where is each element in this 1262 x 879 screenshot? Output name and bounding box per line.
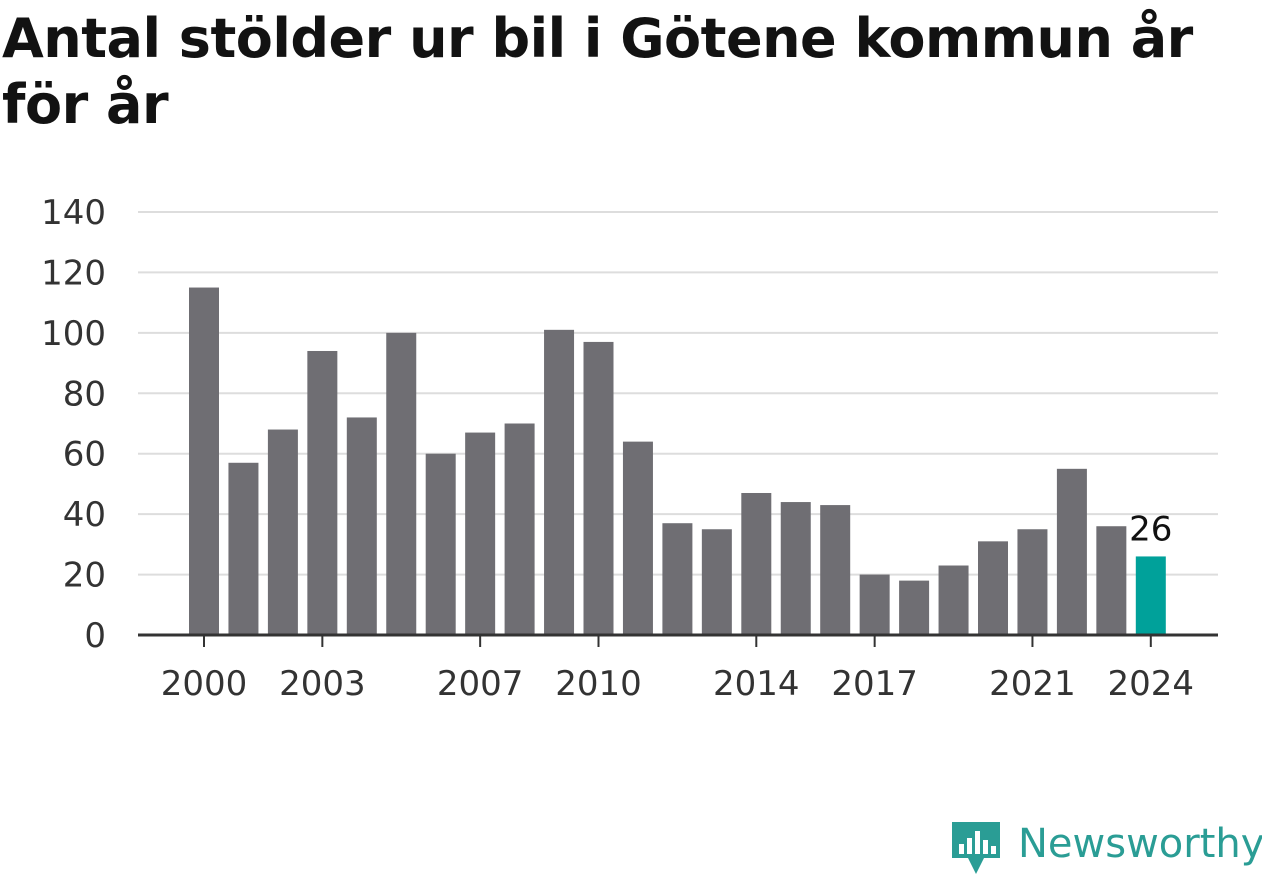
y-tick-label: 20 [63,556,106,596]
bar-2015 [780,502,811,635]
bar-2020 [978,541,1008,635]
annotations: 26 [1129,509,1172,549]
bar-2016 [820,505,851,635]
x-tick-label: 2021 [989,664,1076,704]
x-tick-label: 2007 [437,664,524,704]
bar-2005 [386,332,417,635]
bar-2007 [465,432,496,635]
brand-name: Newsworthy [1018,821,1262,867]
bar-2021 [1017,529,1048,635]
y-tick-label: 0 [84,616,106,656]
newsworthy-logo-icon [952,822,1000,874]
bar-2024 [1135,556,1166,635]
bar-2014 [741,492,772,635]
y-tick-label: 120 [41,253,106,293]
bars [189,287,1166,635]
x-tick-label: 2024 [1108,664,1195,704]
bar-2002 [267,429,298,635]
bar-2013 [701,529,732,635]
bar-2023 [1096,526,1127,635]
y-tick-label: 40 [63,495,106,535]
y-tick-label: 140 [41,193,106,233]
x-tick-label: 2003 [279,664,366,704]
bar-2008 [504,423,535,635]
gridlines [138,211,1218,576]
y-axis-ticks: 0 20 40 60 80 100 120 140 [41,193,106,656]
data-label-2024: 26 [1129,509,1172,549]
bar-2010 [583,341,614,635]
bar-2009 [544,329,575,635]
y-tick-label: 80 [63,374,106,414]
bar-2017 [859,574,890,635]
x-tick-label: 2000 [161,664,248,704]
newsworthy-logo [952,822,1000,874]
x-tick-label: 2014 [713,664,800,704]
x-axis: 2000 2003 2007 2010 2014 2017 2021 2024 [138,633,1218,704]
bar-2004 [346,417,377,635]
bar-2018 [899,580,930,635]
bar-2006 [425,453,456,635]
y-tick-label: 60 [63,435,106,475]
x-tick-label: 2017 [831,664,918,704]
bar-2012 [662,523,693,635]
x-tick-label: 2010 [555,664,642,704]
bar-2001 [228,462,259,635]
bar-2011 [622,441,653,635]
bar-2000 [189,287,219,635]
bar-2022 [1056,468,1087,635]
chart-title: Antal stölder ur bil i Götene kommun år … [2,7,1193,136]
bar-2003 [307,350,338,635]
y-tick-label: 100 [41,314,106,354]
bar-2019 [938,565,969,635]
